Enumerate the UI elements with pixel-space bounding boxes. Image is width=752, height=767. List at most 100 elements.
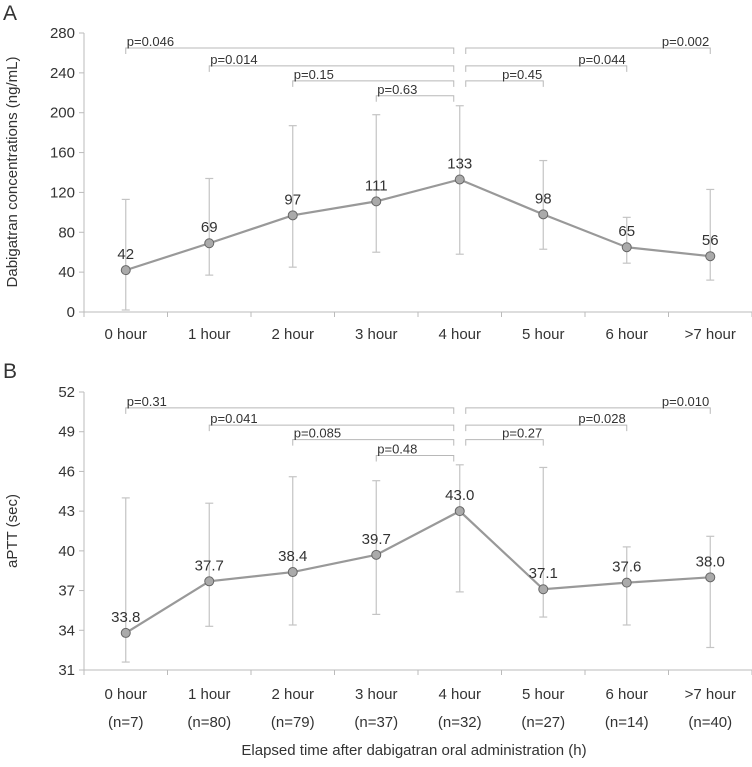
panel-b-data-label: 37.7 xyxy=(195,557,224,574)
panel-b-sample-size-label: (n=14) xyxy=(605,714,649,731)
panel-b-y-tick-label: 52 xyxy=(58,384,75,401)
panel-b-comparison-bracket xyxy=(375,455,455,462)
panel-a-data-point xyxy=(120,265,131,276)
panel-a-series-line xyxy=(125,178,711,272)
panel-a-x-tick-label: >7 hour xyxy=(685,326,736,343)
panel-a-y-tick-label: 240 xyxy=(50,65,75,82)
panel-b-y-tick-label: 37 xyxy=(58,583,75,600)
panel-a-data-label: 111 xyxy=(365,177,388,194)
panel-b-comparison-bracket xyxy=(125,407,455,414)
panel-a-data-label: 69 xyxy=(201,219,218,236)
panel-b-data-point xyxy=(454,506,465,517)
panel-b-p-value-label: p=0.085 xyxy=(294,426,341,441)
panel-b-comparison-bracket xyxy=(465,439,544,446)
panel-b-data-label: 38.4 xyxy=(278,548,307,565)
panel-a-x-tick-label: 4 hour xyxy=(438,326,481,343)
panel-b-y-tick-label: 31 xyxy=(58,662,75,679)
panel-b-x-tick-label: >7 hour xyxy=(685,686,736,703)
panel-a-y-tick-label: 280 xyxy=(50,25,75,42)
panel-b-data-label: 37.1 xyxy=(529,565,558,582)
panel-a-p-value-label: p=0.002 xyxy=(662,34,709,49)
panel-a-data-point xyxy=(204,238,215,249)
panel-a-plot: 0 40 80 120 160 200 240 280 0 hour 1 hour 2 hour 3 … xyxy=(50,25,752,343)
panel-b-p-value-label: p=0.31 xyxy=(127,394,167,409)
panel-a-comparison-bracket xyxy=(465,65,628,72)
panel-a-data-label: 42 xyxy=(117,246,134,263)
panel-b-plot: 31 34 37 40 43 46 49 52 0 hour 1 hour 2 hour 3 hour… xyxy=(58,384,752,731)
panel-b-p-value-label: p=0.028 xyxy=(578,411,625,426)
panel-b-data-label: 38.0 xyxy=(696,553,725,570)
panel-b-y-tick-label: 43 xyxy=(58,503,75,520)
panel-b-y-tick-label: 34 xyxy=(58,622,75,639)
panel-b-x-tick-label: 4 hour xyxy=(438,686,481,703)
panel-b-sample-size-label: (n=27) xyxy=(521,714,565,731)
panel-b-data-point xyxy=(204,576,215,587)
panel-a-y-axis-title: Dabigatran concentrations (ng/mL) xyxy=(4,57,21,288)
panel-b-data-label: 39.7 xyxy=(362,531,391,548)
panel-b-label: B xyxy=(3,360,17,383)
panel-a-data-point xyxy=(621,242,632,253)
panel-b-y-tick-label: 49 xyxy=(58,424,75,441)
panel-b-p-value-label: p=0.48 xyxy=(377,442,417,457)
panel-b-y-tick-label: 46 xyxy=(58,463,75,480)
panel-a-y-tick-label: 80 xyxy=(58,224,75,241)
panel-b-data-label: 43.0 xyxy=(445,487,474,504)
panel-b-x-tick-label: 1 hour xyxy=(188,686,231,703)
panel-b-data-point xyxy=(621,577,632,588)
panel-b-y-tick-label: 40 xyxy=(58,543,75,560)
panel-a-x-tick-label: 3 hour xyxy=(355,326,398,343)
panel-b-sample-size-label: (n=79) xyxy=(271,714,315,731)
panel-a-x-tick-label: 5 hour xyxy=(522,326,565,343)
panel-a-data-label: 98 xyxy=(535,190,552,207)
panel-b-comparison-bracket xyxy=(465,424,628,432)
panel-a-data-label: 97 xyxy=(284,191,301,208)
panel-a-y-tick-label: 200 xyxy=(50,105,75,122)
panel-b-p-value-label: p=0.27 xyxy=(502,426,542,441)
panel-a-p-value-label: p=0.044 xyxy=(578,52,625,67)
panel-a-y-tick-label: 120 xyxy=(50,184,75,201)
panel-a-p-value-label: p=0.15 xyxy=(294,67,334,82)
panel-b-x-tick-label: 0 hour xyxy=(104,686,147,703)
panel-a-y-tick-label: 40 xyxy=(58,264,75,281)
panel-b-p-value-label: p=0.041 xyxy=(210,411,257,426)
panel-b-p-value-label: p=0.010 xyxy=(662,394,709,409)
panel-b-data-point xyxy=(705,572,716,583)
panel-b-sample-size-label: (n=80) xyxy=(187,714,231,731)
panel-a-data-point xyxy=(287,210,298,221)
panel-b-sample-size-label: (n=32) xyxy=(438,714,482,731)
panel-a-comparison-bracket xyxy=(375,95,455,102)
panel-b-data-point xyxy=(538,584,549,595)
panel-b-x-tick-label: 3 hour xyxy=(355,686,398,703)
panel-a-data-label: 133 xyxy=(447,155,472,172)
x-axis-title: Elapsed time after dabigatran oral admin… xyxy=(241,742,586,759)
panel-a-data-label: 65 xyxy=(618,223,635,240)
panel-a-comparison-bracket xyxy=(125,47,455,54)
panel-a-comparison-bracket xyxy=(465,80,544,87)
panel-a-data-point xyxy=(705,251,716,262)
panel-b-sample-size-label: (n=40) xyxy=(688,714,732,731)
panel-a-x-tick-label: 6 hour xyxy=(605,326,648,343)
panel-b-sample-size-label: (n=7) xyxy=(108,714,143,731)
panel-b-x-tick-label: 5 hour xyxy=(522,686,565,703)
panel-b-data-label: 33.8 xyxy=(111,609,140,626)
panel-a-data-label: 56 xyxy=(702,232,719,249)
panel-a-p-value-label: p=0.046 xyxy=(127,34,174,49)
panel-a-comparison-bracket xyxy=(208,65,455,72)
panel-a-p-value-label: p=0.45 xyxy=(502,67,542,82)
panel-b-data-point xyxy=(120,627,131,638)
panel-b-data-point xyxy=(287,567,298,578)
panel-a-x-tick-label: 2 hour xyxy=(271,326,314,343)
panel-b-data-label: 37.6 xyxy=(612,559,641,576)
panel-a-data-point xyxy=(454,174,465,185)
panel-a-p-value-label: p=0.014 xyxy=(210,52,257,67)
panel-a-data-point xyxy=(371,196,382,207)
panel-b-data-point xyxy=(371,549,382,560)
panel-a-x-tick-label: 1 hour xyxy=(188,326,231,343)
panel-a-y-tick-label: 160 xyxy=(50,145,75,162)
panel-b-x-tick-label: 6 hour xyxy=(605,686,648,703)
panel-a-p-value-label: p=0.63 xyxy=(377,82,417,97)
panel-b-comparison-bracket xyxy=(292,439,455,446)
panel-b-series-line xyxy=(125,509,711,634)
panel-a-label: A xyxy=(3,2,17,25)
